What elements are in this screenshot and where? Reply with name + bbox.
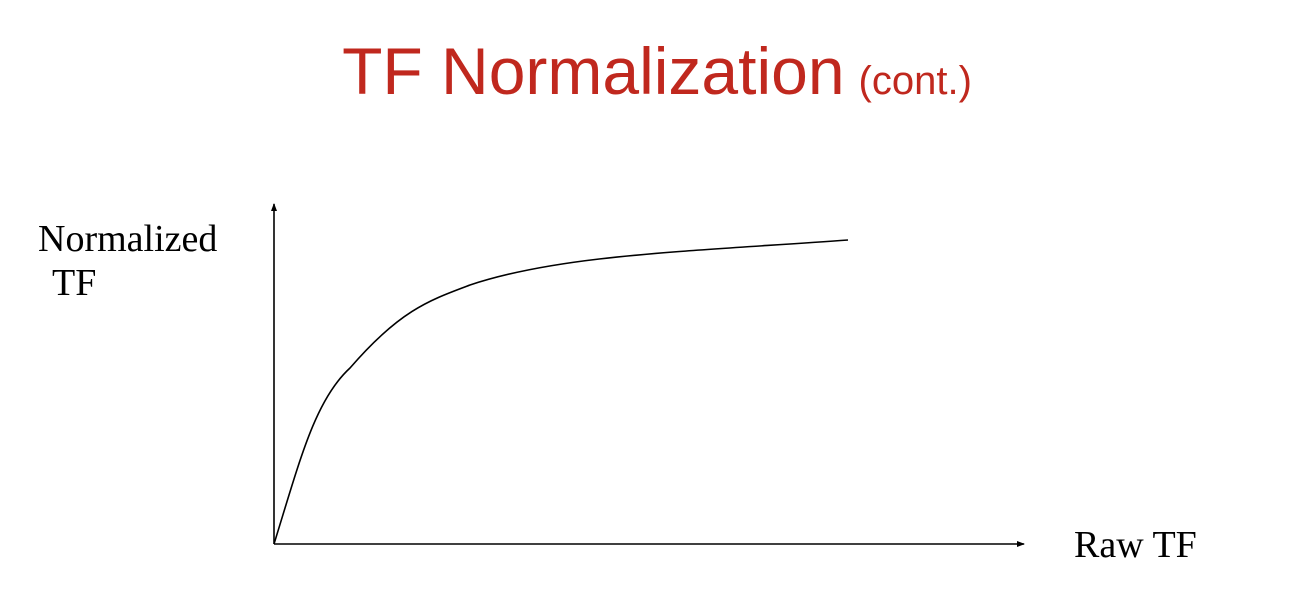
y-axis-label: Normalized TF (38, 218, 217, 305)
title-suffix: (cont.) (858, 59, 972, 103)
x-axis-label: Raw TF (1074, 524, 1197, 566)
normalization-curve (273, 239, 849, 545)
y-axis-label-line1: Normalized (38, 218, 218, 260)
title-main: TF Normalization (342, 34, 845, 108)
y-axis-label-line2: TF (52, 261, 97, 304)
slide-title: TF Normalization (cont.) (0, 38, 1314, 104)
